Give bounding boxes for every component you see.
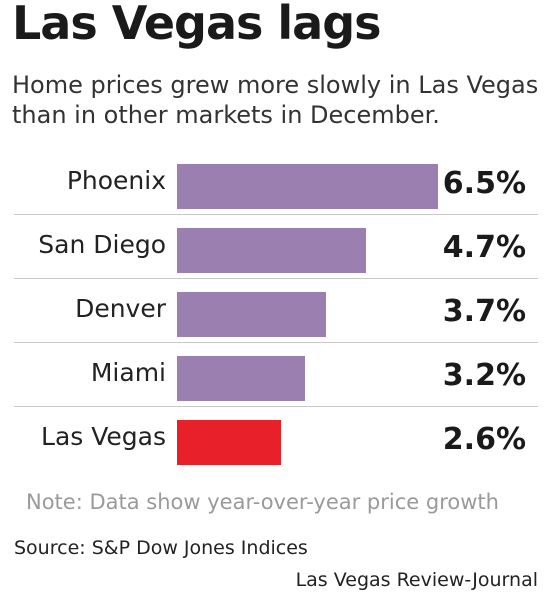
- category-label: Phoenix: [66, 166, 166, 195]
- chart-source: Source: S&P Dow Jones Indices: [14, 537, 308, 559]
- chart-row: Phoenix 6.5%: [0, 150, 552, 214]
- chart-subtitle: Home prices grew more slowly in Las Vega…: [12, 71, 539, 129]
- chart-row: Las Vegas 2.6%: [0, 406, 552, 470]
- bar-phoenix: [177, 164, 438, 209]
- chart-note: Note: Data show year-over-year price gro…: [26, 490, 499, 514]
- value-label: 3.2%: [442, 358, 526, 393]
- bar-san-diego: [177, 228, 366, 273]
- value-label: 6.5%: [442, 166, 526, 201]
- chart-row: Denver 3.7%: [0, 278, 552, 342]
- row-divider: [14, 214, 538, 215]
- bar-miami: [177, 356, 305, 401]
- value-label: 4.7%: [442, 230, 526, 265]
- row-divider: [14, 406, 538, 407]
- category-label: Las Vegas: [41, 422, 166, 451]
- category-label: Miami: [90, 358, 166, 387]
- chart-row: Miami 3.2%: [0, 342, 552, 406]
- bar-las-vegas: [177, 420, 281, 465]
- row-divider: [14, 342, 538, 343]
- chart-credit: Las Vegas Review-Journal: [295, 569, 538, 591]
- value-label: 3.7%: [442, 294, 526, 329]
- bar-chart: Phoenix 6.5% San Diego 4.7% Denver 3.7% Miami 3…: [0, 150, 552, 480]
- category-label: San Diego: [38, 230, 166, 259]
- row-divider: [14, 278, 538, 279]
- chart-row: San Diego 4.7%: [0, 214, 552, 278]
- category-label: Denver: [75, 294, 166, 323]
- bar-denver: [177, 292, 326, 337]
- value-label: 2.6%: [442, 422, 526, 457]
- chart-title: Las Vegas lags: [12, 0, 382, 50]
